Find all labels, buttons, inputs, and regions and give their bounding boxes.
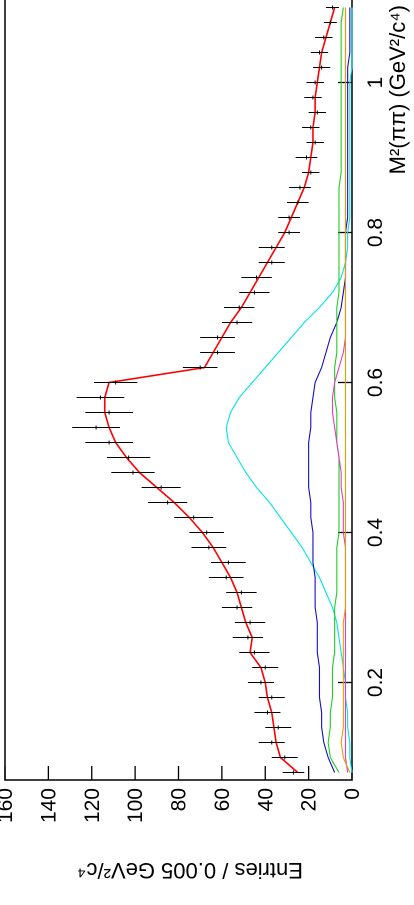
fit-curve <box>327 7 344 773</box>
data-point <box>304 95 322 100</box>
data-point <box>111 470 155 475</box>
fit-curve <box>103 7 336 774</box>
data-point <box>85 410 133 415</box>
data-point <box>308 110 326 115</box>
data-point <box>278 230 300 235</box>
data-point <box>76 395 125 400</box>
x-tick-label: 1 <box>364 77 387 89</box>
data-point <box>302 170 320 175</box>
y-tick-label: 60 <box>211 788 234 811</box>
x-axis-label: M²(ππ) (GeV²/c⁴) <box>385 5 410 174</box>
data-point <box>72 425 120 430</box>
data-point <box>271 755 298 760</box>
data-point <box>258 260 285 265</box>
data-point <box>302 125 320 130</box>
data-point <box>221 320 253 325</box>
data-point <box>295 155 318 160</box>
data-point <box>252 665 279 670</box>
data-point <box>148 500 188 505</box>
data-point <box>200 350 235 355</box>
data-point <box>239 290 270 295</box>
y-axis-label: Entries / 0.005 GeV²/c⁴ <box>77 858 303 883</box>
y-tick-label: 160 <box>0 788 17 823</box>
data-point <box>315 35 333 40</box>
y-tick-label: 120 <box>81 788 104 823</box>
data-point <box>208 575 244 580</box>
x-tick-label: 0.6 <box>364 368 387 397</box>
data-point <box>239 650 270 655</box>
data-point <box>310 50 329 55</box>
y-tick-label: 20 <box>298 788 321 811</box>
data-point <box>278 215 300 220</box>
data-point <box>141 485 181 490</box>
data-point <box>211 560 246 565</box>
data-point <box>241 275 272 280</box>
data-point <box>306 140 324 145</box>
x-tick-label: 0.2 <box>364 668 387 697</box>
data-point <box>282 770 305 775</box>
y-tick-label: 40 <box>254 788 277 811</box>
data-point <box>247 680 274 685</box>
data-point <box>323 20 337 25</box>
y-tick-label: 140 <box>37 788 60 823</box>
y-tick-label: 100 <box>124 788 147 823</box>
x-tick-label: 0.8 <box>364 218 387 247</box>
data-point <box>258 695 285 700</box>
data-point <box>286 200 309 205</box>
data-point <box>258 245 285 250</box>
data-point <box>174 515 214 520</box>
data-point <box>106 455 151 460</box>
y-tick-label: 80 <box>168 788 191 811</box>
data-point <box>306 80 324 85</box>
data-point <box>200 335 235 340</box>
x-tick-label: 0.4 <box>364 518 387 548</box>
data-point <box>258 740 285 745</box>
data-point <box>226 590 257 595</box>
data-point <box>182 365 218 370</box>
data-point <box>254 710 281 715</box>
data-point <box>85 440 133 445</box>
data-point <box>234 620 266 625</box>
data-point <box>189 530 225 535</box>
data-point <box>265 725 292 730</box>
data-point <box>289 185 311 190</box>
fit-curve <box>225 7 353 773</box>
y-tick-label: 0 <box>341 788 364 800</box>
data-point <box>93 380 138 385</box>
data-point <box>232 635 264 640</box>
data-point <box>325 5 339 10</box>
frame <box>4 0 353 781</box>
data-point <box>312 65 331 70</box>
fit-curve <box>308 7 351 773</box>
plot: M²(ππ) (GeV²/c⁴) Entries / 0.005 GeV²/c⁴… <box>0 0 410 883</box>
data-point <box>221 605 253 610</box>
data-point <box>224 305 255 310</box>
data-point <box>191 545 227 550</box>
fit-curve <box>340 7 351 773</box>
